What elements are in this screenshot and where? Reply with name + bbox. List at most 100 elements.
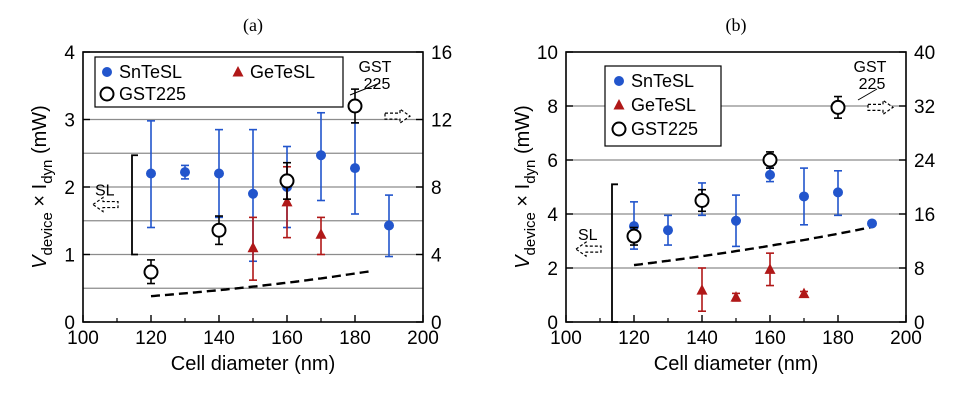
y-axis-title-v: V: [29, 254, 51, 269]
fit-curve: [633, 225, 873, 267]
snte-marker: [867, 218, 877, 229]
panel-b: (b)100 120 140 160 180 20002468100816243240Ce…: [512, 15, 936, 375]
legend-label: GST225: [119, 84, 186, 104]
gst-marker: [830, 99, 846, 115]
y2-tick-label: 40: [914, 43, 935, 64]
legend-label: GST225: [631, 119, 698, 139]
x-tick-label: 160: [754, 328, 786, 349]
gst-marker: [211, 222, 227, 238]
y2-tick-label: 0: [914, 313, 925, 334]
y-axis-title-sub2: dyn: [39, 160, 56, 184]
x-tick-label: 120: [135, 328, 167, 349]
sl-arrow-left-icon: [91, 196, 119, 213]
y-tick-label: 0: [547, 313, 558, 334]
gst-marker: [143, 264, 159, 280]
gst-arrow-right-icon: [867, 99, 895, 116]
sl-label: SL: [578, 227, 598, 244]
gst-marker: [626, 228, 642, 244]
y-tick-label: 1: [64, 246, 75, 267]
gst-marker: [762, 152, 778, 168]
x-tick-label: 180: [339, 328, 371, 349]
snte-marker: [214, 168, 224, 179]
y2-tick-label: 8: [431, 178, 442, 199]
y-tick-label: 2: [547, 259, 558, 280]
gst-label-line2: 225: [859, 76, 886, 93]
snte-marker: [102, 67, 112, 77]
x-tick-label: 100: [67, 328, 99, 349]
sl-label: SL: [95, 183, 115, 200]
snte-marker: [350, 163, 360, 174]
legend-label: SnTeSL: [631, 71, 694, 91]
snte-marker: [765, 169, 775, 180]
gete-marker: [247, 241, 259, 253]
gst-marker: [347, 98, 363, 114]
panel-label: (a): [243, 15, 263, 36]
sl-bracket: [131, 154, 138, 256]
snte-marker: [799, 191, 809, 202]
fit-curve: [150, 269, 373, 298]
y2-tick-label: 12: [431, 111, 452, 132]
gete-marker: [798, 287, 810, 299]
y-axis-title-sub1: device: [522, 212, 539, 255]
y2-tick-label: 4: [431, 246, 442, 267]
y-axis-title: Vdevice × Idyn (mW): [29, 105, 56, 269]
snte-marker: [731, 215, 741, 226]
snte-marker: [146, 168, 156, 179]
sl-bracket: [611, 183, 618, 323]
gete-marker: [613, 99, 625, 110]
x-axis-title: Cell diameter (nm): [171, 353, 335, 375]
x-tick-label: 160: [271, 328, 303, 349]
y-axis-title-unit: (mW): [512, 105, 534, 159]
gst-marker: [99, 86, 115, 102]
legend-label: SnTeSL: [119, 62, 182, 82]
snte-marker: [663, 225, 673, 236]
x-axis-title: Cell diameter (nm): [654, 353, 818, 375]
x-tick-label: 200: [407, 328, 439, 349]
series-sntesl: [629, 167, 877, 250]
gst-label-line1: GST: [854, 59, 887, 76]
gete-marker: [696, 284, 708, 295]
x-tick-label: 120: [618, 328, 650, 349]
gst-arrow-right-icon: [384, 107, 412, 125]
x-tick-label: 180: [822, 328, 854, 349]
series-getesl: [696, 252, 810, 313]
snte-marker: [833, 187, 843, 198]
snte-marker: [629, 221, 639, 232]
y-axis-title-times: × I: [29, 184, 51, 212]
gete-marker: [764, 263, 776, 274]
gete-marker: [281, 195, 293, 207]
legend: SnTeSL GeTeSL GST225: [94, 56, 344, 108]
snte-marker: [316, 150, 326, 161]
x-tick-label: 100: [550, 328, 582, 349]
panel-label: (b): [726, 15, 747, 36]
y2-tick-label: 24: [914, 151, 936, 172]
x-tick-label: 140: [686, 328, 718, 349]
y-tick-label: 6: [547, 151, 558, 172]
y-tick-label: 10: [537, 43, 558, 64]
y-tick-label: 4: [547, 205, 558, 226]
gst-marker: [279, 173, 295, 189]
legend-label: GeTeSL: [250, 62, 315, 82]
legend-box: [94, 56, 344, 108]
series-sntesl: [146, 111, 394, 263]
gst-leader-line: [349, 82, 381, 96]
gete-marker: [232, 66, 244, 77]
y-axis-title-sub1: device: [39, 212, 56, 255]
y-tick-label: 2: [64, 178, 75, 199]
y-axis-title: Vdevice × Idyn (mW): [512, 105, 539, 269]
y-axis-title-sub2: dyn: [522, 160, 539, 184]
gst-marker: [694, 193, 710, 208]
y-tick-label: 4: [64, 43, 75, 64]
y2-tick-label: 16: [914, 205, 935, 226]
y2-tick-label: 8: [914, 259, 925, 280]
gst-leader-line: [857, 88, 878, 101]
snte-marker: [614, 76, 624, 86]
series-gst225: [143, 88, 363, 285]
gst-marker: [611, 121, 627, 137]
gst-label-line1: GST: [359, 59, 392, 76]
y-axis-title-v: V: [512, 254, 534, 269]
sl-arrow-left-icon: [574, 240, 602, 258]
snte-marker: [248, 188, 258, 199]
